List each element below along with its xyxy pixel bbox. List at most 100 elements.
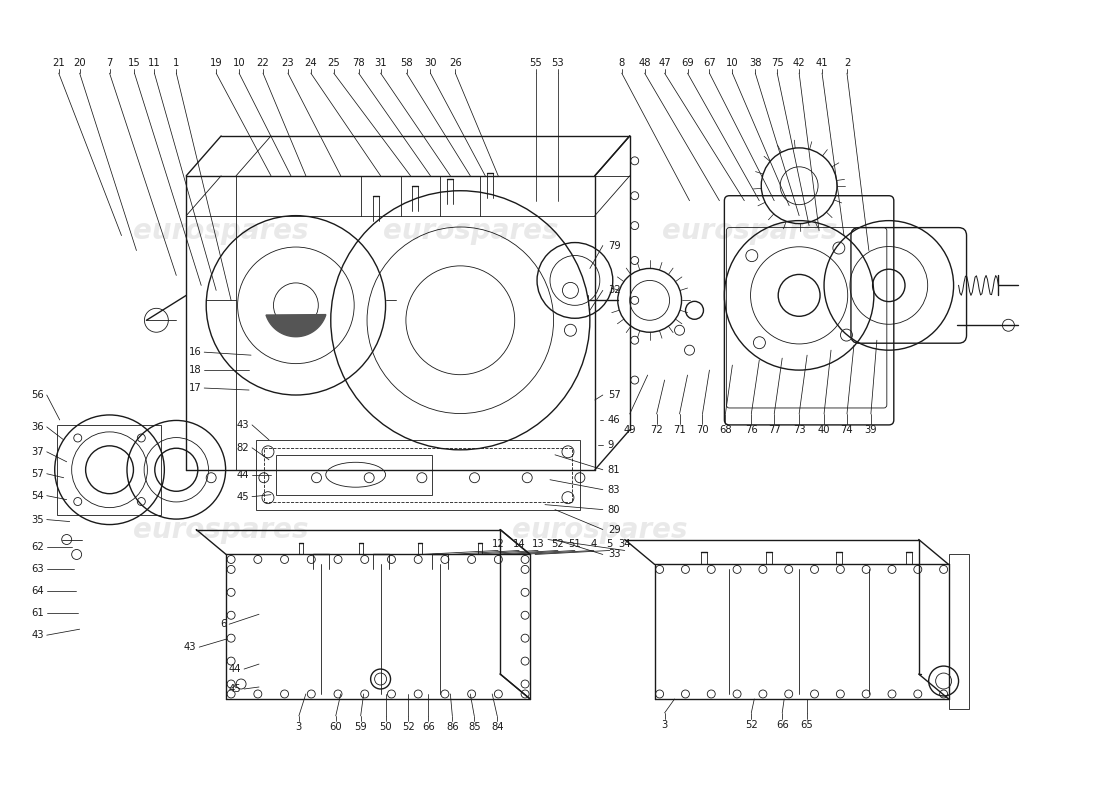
Text: 48: 48: [638, 58, 651, 68]
Text: 76: 76: [745, 425, 758, 435]
Text: 6: 6: [220, 619, 227, 630]
Text: 10: 10: [233, 58, 245, 68]
Text: 18: 18: [188, 365, 201, 375]
Text: 78: 78: [352, 58, 365, 68]
Text: 74: 74: [840, 425, 854, 435]
Text: 5: 5: [606, 539, 613, 550]
Text: 8: 8: [618, 58, 625, 68]
Text: 55: 55: [530, 58, 542, 68]
Text: 22: 22: [256, 58, 270, 68]
Text: 58: 58: [400, 58, 412, 68]
Text: 47: 47: [658, 58, 671, 68]
Text: 4: 4: [591, 539, 597, 550]
Text: 7: 7: [107, 58, 112, 68]
Polygon shape: [266, 314, 326, 337]
Text: eurospares: eurospares: [513, 515, 688, 543]
Text: 85: 85: [468, 722, 481, 732]
Text: 83: 83: [608, 485, 620, 494]
Text: 71: 71: [673, 425, 686, 435]
Text: 35: 35: [31, 514, 44, 525]
Text: eurospares: eurospares: [133, 217, 309, 245]
Text: 40: 40: [817, 425, 830, 435]
Text: 73: 73: [793, 425, 805, 435]
Text: 30: 30: [425, 58, 437, 68]
Text: 49: 49: [624, 425, 636, 435]
Text: 52: 52: [551, 539, 564, 550]
Text: 25: 25: [328, 58, 340, 68]
Bar: [256, 440, 580, 510]
Text: 86: 86: [446, 722, 459, 732]
Text: 52: 52: [745, 720, 758, 730]
Text: 9: 9: [608, 440, 614, 450]
Bar: [276, 455, 432, 494]
Text: 41: 41: [816, 58, 828, 68]
Text: 59: 59: [354, 722, 367, 732]
Text: 17: 17: [188, 383, 201, 393]
Text: 20: 20: [74, 58, 86, 68]
Text: 77: 77: [768, 425, 781, 435]
Text: 2: 2: [844, 58, 850, 68]
Text: 65: 65: [801, 720, 814, 730]
Text: 84: 84: [491, 722, 504, 732]
Text: 34: 34: [618, 539, 631, 550]
Text: 32: 32: [608, 286, 620, 295]
Bar: [264, 448, 572, 502]
Bar: [948, 554, 968, 709]
Text: 61: 61: [31, 608, 44, 618]
Text: 67: 67: [703, 58, 716, 68]
Text: 82: 82: [236, 443, 249, 453]
Text: 21: 21: [53, 58, 65, 68]
Text: 3: 3: [661, 720, 668, 730]
Text: eurospares: eurospares: [133, 515, 309, 543]
Text: 62: 62: [31, 542, 44, 553]
Text: 16: 16: [188, 347, 201, 357]
Text: 26: 26: [449, 58, 462, 68]
Text: 52: 52: [403, 722, 415, 732]
Text: 66: 66: [776, 720, 789, 730]
Text: 44: 44: [236, 470, 249, 480]
Text: 43: 43: [31, 630, 44, 640]
Text: 44: 44: [229, 664, 241, 674]
Text: 56: 56: [31, 390, 44, 400]
Text: 42: 42: [793, 58, 805, 68]
Bar: [57, 425, 162, 514]
Text: 12: 12: [492, 539, 505, 550]
Text: 64: 64: [31, 586, 44, 596]
Text: 43: 43: [236, 420, 249, 430]
Text: 63: 63: [31, 565, 44, 574]
Text: 80: 80: [608, 505, 620, 514]
Text: 45: 45: [229, 684, 241, 694]
Text: 45: 45: [236, 492, 249, 502]
Text: 66: 66: [422, 722, 435, 732]
Text: eurospares: eurospares: [383, 217, 558, 245]
Text: 14: 14: [513, 539, 526, 550]
Text: 68: 68: [719, 425, 732, 435]
Text: 36: 36: [31, 422, 44, 432]
Text: 3: 3: [296, 722, 303, 732]
Text: 43: 43: [184, 642, 196, 652]
Text: 23: 23: [282, 58, 294, 68]
Text: 46: 46: [608, 415, 620, 425]
Text: 54: 54: [31, 490, 44, 501]
Text: eurospares: eurospares: [661, 217, 837, 245]
Text: 69: 69: [681, 58, 694, 68]
Text: 53: 53: [552, 58, 564, 68]
Text: 15: 15: [128, 58, 141, 68]
Text: 75: 75: [771, 58, 783, 68]
Text: 70: 70: [696, 425, 708, 435]
Text: 29: 29: [608, 525, 620, 534]
Text: 10: 10: [726, 58, 739, 68]
Text: 13: 13: [531, 539, 544, 550]
Text: 38: 38: [749, 58, 761, 68]
Text: 72: 72: [650, 425, 663, 435]
Text: 50: 50: [379, 722, 392, 732]
Text: 57: 57: [608, 390, 620, 400]
Text: 51: 51: [569, 539, 581, 550]
Text: 37: 37: [31, 447, 44, 457]
Text: 31: 31: [374, 58, 387, 68]
Text: 24: 24: [305, 58, 317, 68]
Text: 11: 11: [148, 58, 161, 68]
Text: 33: 33: [608, 550, 620, 559]
Text: 60: 60: [329, 722, 342, 732]
Text: 1: 1: [173, 58, 179, 68]
